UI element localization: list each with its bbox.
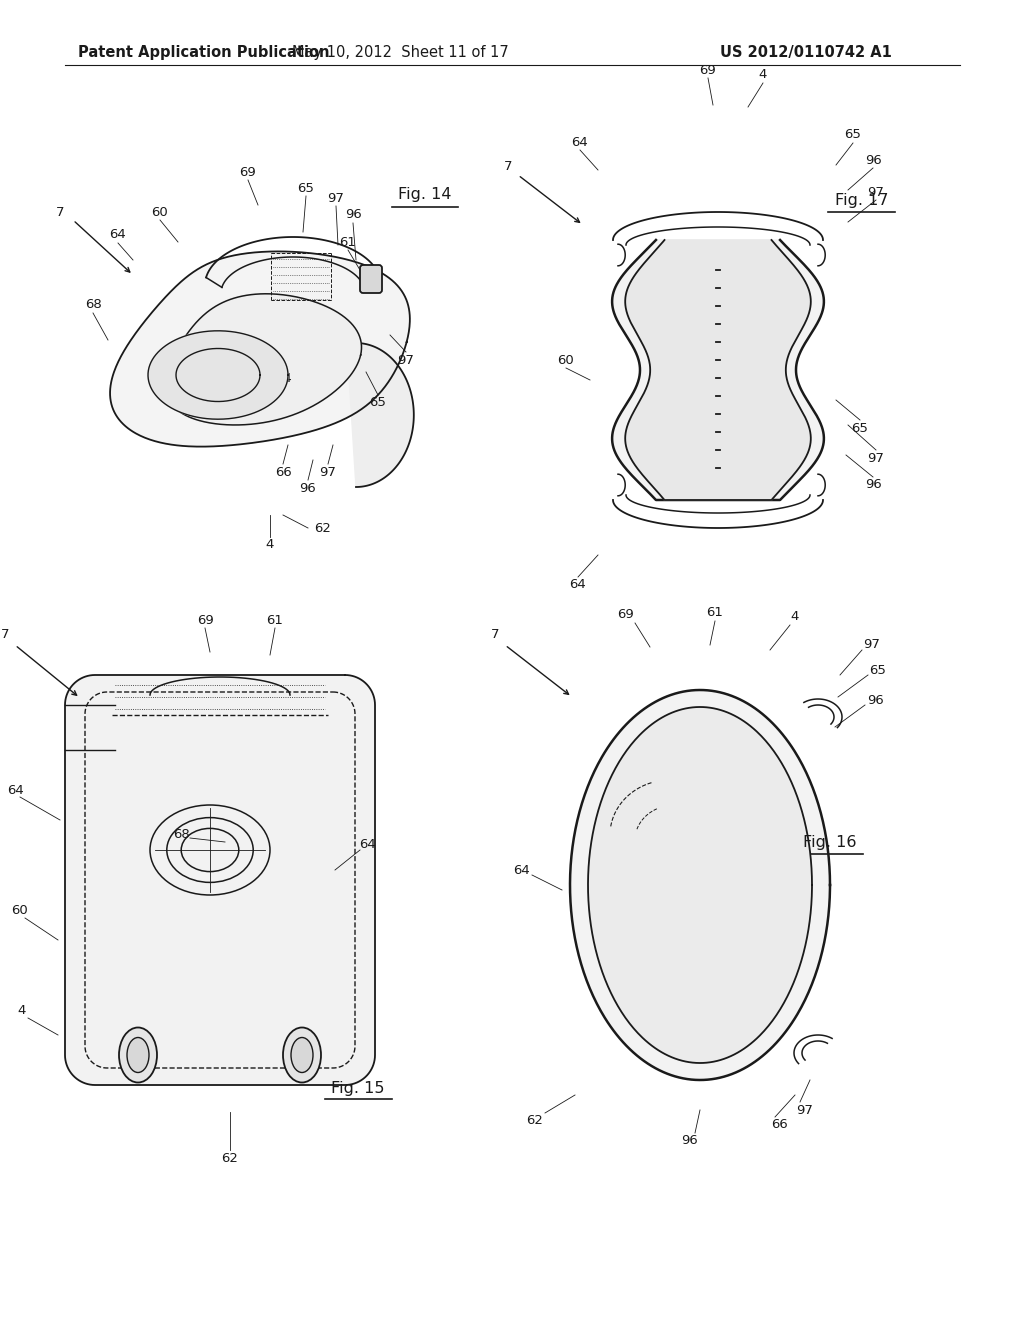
Polygon shape	[626, 240, 811, 500]
Ellipse shape	[119, 1027, 157, 1082]
Text: 4: 4	[266, 539, 274, 552]
Text: 66: 66	[274, 466, 292, 479]
Text: 65: 65	[869, 664, 887, 676]
Text: 4: 4	[759, 69, 767, 82]
Text: 68: 68	[85, 298, 101, 312]
Text: Fig. 16: Fig. 16	[803, 834, 857, 850]
Text: Fig. 15: Fig. 15	[331, 1081, 385, 1096]
Text: 62: 62	[221, 1151, 239, 1164]
Text: Patent Application Publication: Patent Application Publication	[78, 45, 330, 59]
Text: 64: 64	[6, 784, 24, 796]
Text: 4: 4	[17, 1003, 27, 1016]
Text: 96: 96	[866, 693, 884, 706]
Text: 69: 69	[240, 165, 256, 178]
Text: 64: 64	[571, 136, 589, 149]
Text: 69: 69	[616, 609, 634, 622]
Text: 97: 97	[867, 451, 885, 465]
Text: 69: 69	[197, 614, 213, 627]
Text: 96: 96	[300, 482, 316, 495]
Ellipse shape	[283, 1027, 321, 1082]
Text: 61: 61	[340, 235, 356, 248]
Text: 7: 7	[504, 160, 512, 173]
Text: 60: 60	[558, 354, 574, 367]
Text: 61: 61	[707, 606, 723, 619]
Text: Fig. 17: Fig. 17	[836, 193, 889, 207]
Text: 62: 62	[526, 1114, 544, 1126]
Text: 7: 7	[1, 628, 9, 642]
Polygon shape	[65, 675, 375, 1085]
Text: 65: 65	[845, 128, 861, 141]
Text: 61: 61	[266, 614, 284, 627]
Text: 65: 65	[370, 396, 386, 408]
Text: 64: 64	[359, 838, 377, 851]
Text: 69: 69	[699, 63, 717, 77]
Text: 64: 64	[569, 578, 587, 591]
Polygon shape	[347, 343, 414, 487]
Polygon shape	[570, 690, 830, 1080]
Text: 64: 64	[110, 228, 126, 242]
Polygon shape	[148, 331, 288, 420]
Text: 96: 96	[864, 153, 882, 166]
Text: 66: 66	[772, 1118, 788, 1131]
Text: 60: 60	[152, 206, 168, 219]
Text: US 2012/0110742 A1: US 2012/0110742 A1	[720, 45, 892, 59]
Ellipse shape	[127, 1038, 150, 1072]
FancyBboxPatch shape	[360, 265, 382, 293]
Polygon shape	[612, 240, 824, 500]
Text: 97: 97	[797, 1104, 813, 1117]
Text: 97: 97	[319, 466, 337, 479]
Polygon shape	[166, 294, 361, 425]
Text: 7: 7	[55, 206, 65, 219]
Text: 64: 64	[274, 371, 292, 384]
Polygon shape	[110, 251, 410, 446]
Text: 62: 62	[314, 521, 332, 535]
Text: 96: 96	[345, 209, 361, 222]
Text: 7: 7	[490, 628, 500, 642]
Text: 97: 97	[867, 186, 885, 198]
Text: 64: 64	[514, 863, 530, 876]
Text: 60: 60	[11, 903, 29, 916]
Polygon shape	[588, 708, 812, 1063]
Text: 97: 97	[328, 191, 344, 205]
Text: 97: 97	[397, 354, 415, 367]
Text: 65: 65	[298, 181, 314, 194]
Text: Fig. 14: Fig. 14	[398, 187, 452, 202]
Text: 4: 4	[791, 610, 799, 623]
Text: 68: 68	[174, 829, 190, 842]
Text: May 10, 2012  Sheet 11 of 17: May 10, 2012 Sheet 11 of 17	[292, 45, 508, 59]
Ellipse shape	[291, 1038, 313, 1072]
Text: 96: 96	[682, 1134, 698, 1147]
Text: 97: 97	[863, 639, 881, 652]
Text: 96: 96	[864, 479, 882, 491]
Text: 65: 65	[852, 421, 868, 434]
